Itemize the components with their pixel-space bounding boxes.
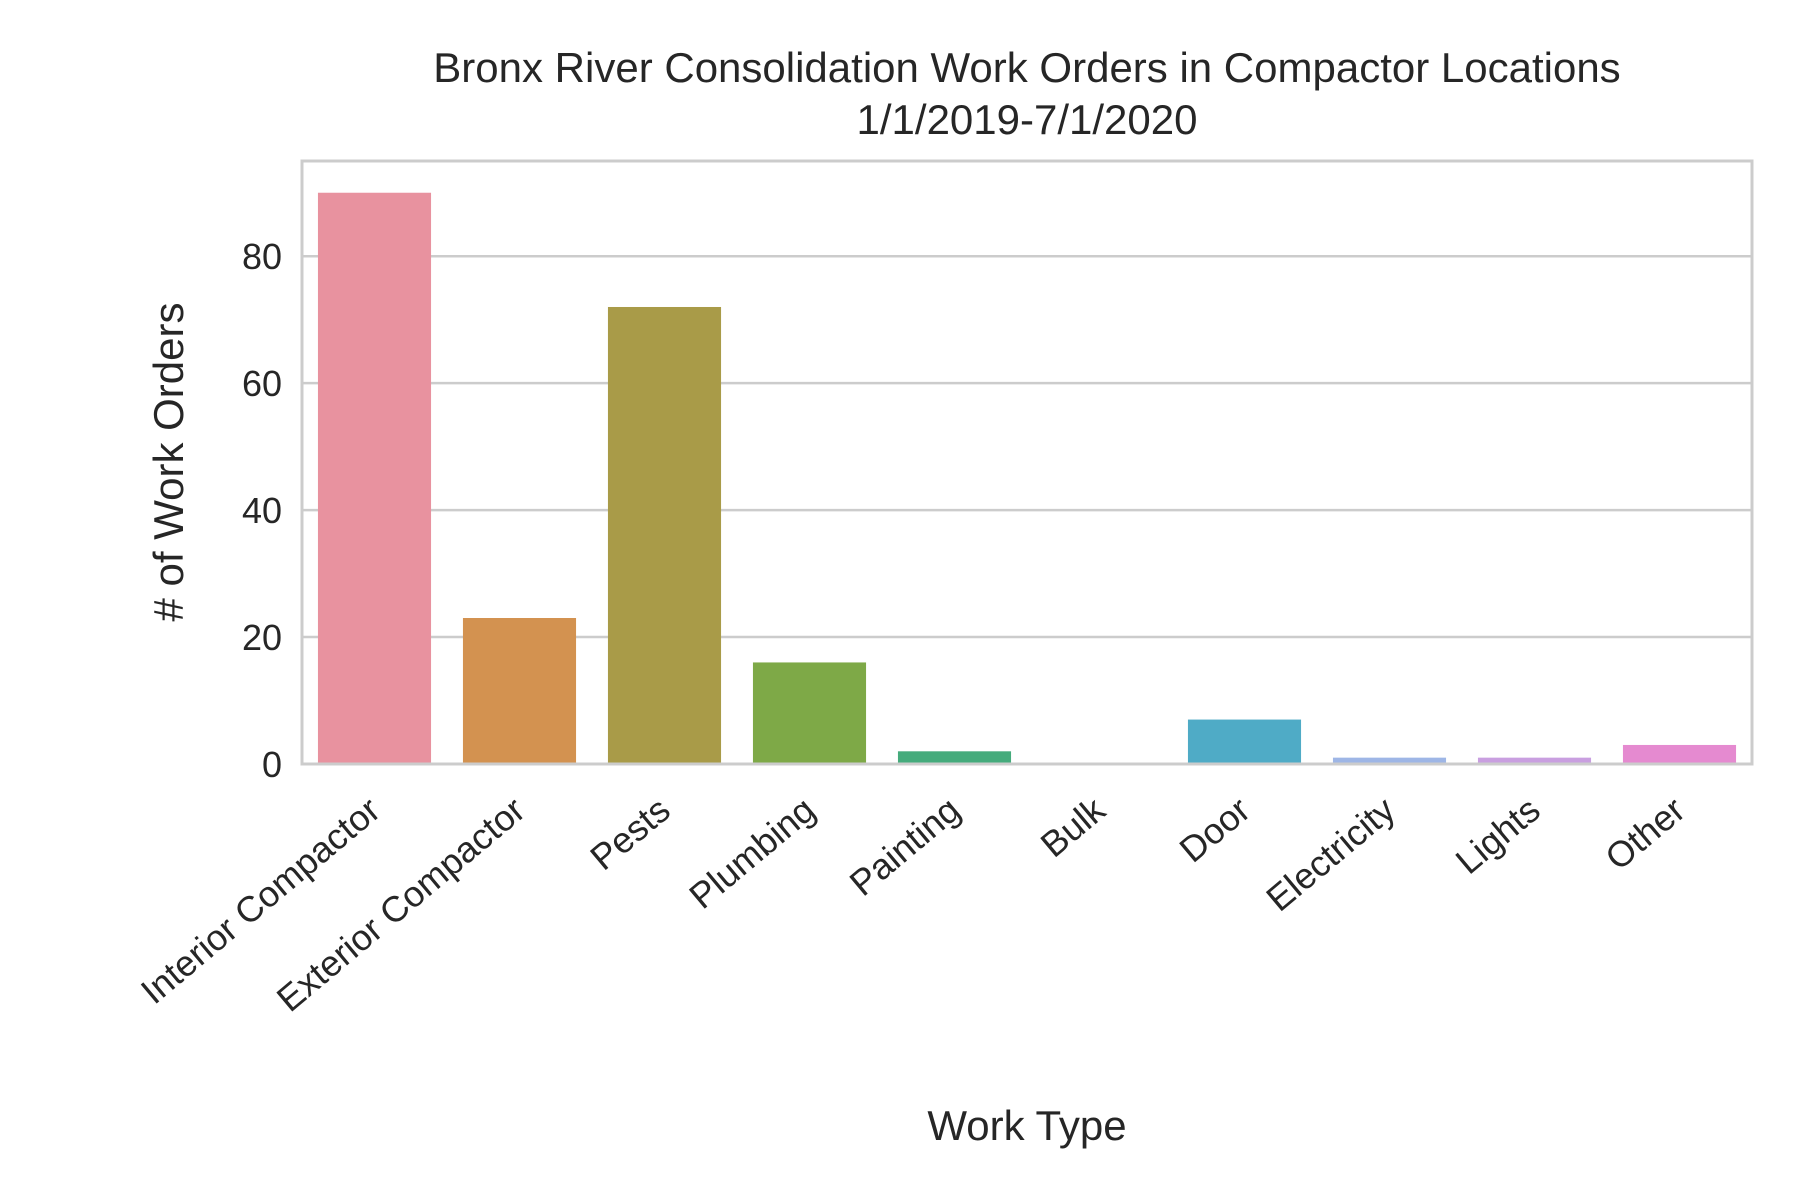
x-tick-label: Pests: [582, 789, 677, 878]
y-tick-label: 80: [242, 236, 282, 277]
y-tick-label: 40: [242, 490, 282, 531]
bar-other: [1622, 744, 1737, 764]
x-tick-label: Bulk: [1033, 788, 1114, 865]
x-tick-label: Electricity: [1258, 789, 1402, 919]
y-axis-label: # of Work Orders: [145, 303, 192, 622]
bar-door: [1187, 719, 1302, 764]
x-tick-label: Plumbing: [681, 789, 822, 917]
y-tick-label: 60: [242, 363, 282, 404]
bar-exterior-compactor: [462, 618, 577, 764]
x-tick-label: Exterior Compactor: [269, 789, 533, 1020]
x-tick-label: Painting: [842, 789, 968, 904]
x-tick-label: Door: [1172, 789, 1258, 871]
bar-interior-compactor: [317, 192, 432, 765]
bar-painting: [897, 751, 1012, 764]
bar-plumbing: [752, 662, 867, 764]
bar-electricity: [1332, 757, 1447, 764]
bars: [317, 192, 1737, 765]
chart-title: Bronx River Consolidation Work Orders in…: [433, 44, 1620, 91]
y-tick-label: 0: [262, 744, 282, 785]
x-axis-label: Work Type: [927, 1102, 1126, 1149]
bar-pests: [607, 306, 722, 764]
bar-lights: [1477, 757, 1592, 764]
y-tick-label: 20: [242, 617, 282, 658]
y-tick-labels: 0 20 40 60 80: [242, 236, 282, 785]
plot-frame: [300, 159, 1754, 766]
chart-subtitle: 1/1/2019-7/1/2020: [857, 96, 1198, 143]
x-tick-label: Other: [1597, 789, 1692, 878]
x-tick-label: Interior Compactor: [133, 789, 388, 1012]
x-tick-label: Lights: [1448, 789, 1548, 882]
